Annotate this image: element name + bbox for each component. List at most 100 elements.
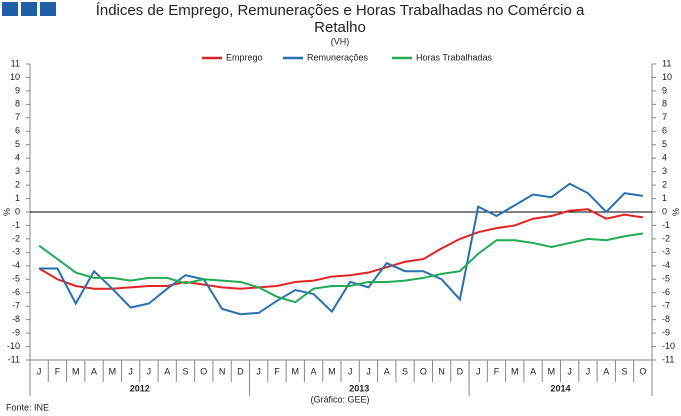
y2-tick-label: -9 — [662, 327, 670, 337]
series-line — [38, 208, 643, 290]
x-tick-label: A — [603, 366, 609, 376]
y2-tick-label: -11 — [662, 354, 674, 364]
year-label: 2014 — [551, 383, 571, 393]
x-tick-label: A — [91, 366, 97, 376]
chart-title: Índices de Emprego, Remunerações e Horas… — [95, 2, 585, 36]
y2-tick-label: 9 — [662, 85, 667, 95]
y2-tick-label: -6 — [662, 287, 670, 297]
source: Fonte: INE — [6, 402, 49, 412]
y-tick-label: -1 — [12, 220, 20, 230]
y-tick-label: -11 — [8, 354, 20, 364]
legend-label: Emprego — [226, 52, 263, 62]
x-tick-label: J — [256, 366, 261, 376]
x-tick-label: A — [164, 366, 170, 376]
y-tick-label: -7 — [12, 301, 20, 311]
y-tick-label: 10 — [10, 72, 20, 82]
x-tick-label: D — [457, 366, 464, 376]
x-tick-label: A — [311, 366, 317, 376]
x-tick-label: J — [476, 366, 481, 376]
x-tick-label: O — [420, 366, 427, 376]
y-tick-label: 1 — [15, 193, 20, 203]
series-line — [39, 182, 643, 316]
x-tick-label: J — [567, 366, 572, 376]
y-tick-label: 7 — [15, 112, 20, 122]
x-tick-label: J — [586, 366, 591, 376]
y2-tick-label: 5 — [662, 139, 667, 149]
y-tick-label: -8 — [12, 314, 20, 324]
x-tick-label: N — [219, 366, 226, 376]
x-tick-label: M — [72, 366, 80, 376]
y-tick-label: 4 — [15, 153, 20, 163]
x-tick-label: S — [182, 366, 188, 376]
y-tick-label: 0 — [15, 206, 20, 216]
year-label: 2013 — [349, 383, 369, 393]
y2-tick-label: -4 — [662, 260, 670, 270]
x-tick-label: J — [147, 366, 152, 376]
x-tick-label: J — [366, 366, 371, 376]
year-label: 2012 — [130, 383, 150, 393]
logo-square — [40, 2, 56, 16]
x-tick-label: A — [530, 366, 536, 376]
y2-tick-label: 10 — [662, 72, 672, 82]
series-line — [38, 232, 643, 304]
y2-tick-label: -3 — [662, 247, 670, 257]
logo-square — [21, 2, 37, 16]
y2-tick-label: -5 — [662, 274, 670, 284]
x-tick-label: N — [438, 366, 445, 376]
x-tick-label: S — [622, 366, 628, 376]
legend-label: Remunerações — [307, 52, 369, 62]
y2-tick-label: -8 — [662, 314, 670, 324]
x-tick-label: F — [55, 366, 61, 376]
x-tick-label: M — [328, 366, 336, 376]
chart-subtitle: (VH) — [331, 36, 350, 46]
x-tick-label: M — [511, 366, 519, 376]
y2-tick-label: -10 — [662, 341, 675, 351]
y-tick-label: -3 — [12, 247, 20, 257]
y-tick-label: -5 — [12, 274, 20, 284]
x-tick-label: S — [402, 366, 408, 376]
x-tick-label: O — [200, 366, 207, 376]
y2-tick-label: 11 — [662, 58, 671, 68]
legend-label: Horas Trabalhadas — [416, 52, 493, 62]
x-tick-label: O — [639, 366, 646, 376]
y-tick-label: 11 — [11, 58, 20, 68]
x-tick-label: F — [274, 366, 280, 376]
x-tick-label: F — [494, 366, 500, 376]
y2-tick-label: 8 — [662, 99, 667, 109]
y2-tick-label: 7 — [662, 112, 667, 122]
y-tick-label: 8 — [15, 99, 20, 109]
y-tick-label: -6 — [12, 287, 20, 297]
y-tick-label: 5 — [15, 139, 20, 149]
y-tick-label: 2 — [15, 179, 20, 189]
y-tick-label: 3 — [15, 166, 20, 176]
y2-tick-label: 6 — [662, 126, 667, 136]
x-tick-label: M — [292, 366, 300, 376]
y-axis-label: % — [2, 208, 12, 216]
x-tick-label: D — [237, 366, 244, 376]
y2-tick-label: 3 — [662, 166, 667, 176]
y2-tick-label: 2 — [662, 179, 667, 189]
y-tick-label: -4 — [12, 260, 20, 270]
x-tick-label: M — [109, 366, 117, 376]
x-tick-label: J — [37, 366, 42, 376]
y-tick-label: 6 — [15, 126, 20, 136]
x-tick-label: M — [548, 366, 556, 376]
y2-tick-label: 1 — [662, 193, 667, 203]
x-tick-label: J — [128, 366, 133, 376]
y-tick-label: -10 — [7, 341, 20, 351]
y2-tick-label: -1 — [662, 220, 670, 230]
y2-tick-label: 4 — [662, 153, 667, 163]
y2-tick-label: 0 — [662, 206, 667, 216]
y2-axis-label: % — [671, 208, 681, 216]
x-tick-label: A — [384, 366, 390, 376]
note: (Gráfico: GEE) — [310, 394, 369, 404]
y-tick-label: -2 — [12, 233, 20, 243]
x-tick-label: J — [348, 366, 353, 376]
logo-square — [2, 2, 18, 16]
y-tick-label: 9 — [15, 85, 20, 95]
y2-tick-label: -2 — [662, 233, 670, 243]
y-tick-label: -9 — [12, 327, 20, 337]
y2-tick-label: -7 — [662, 301, 670, 311]
